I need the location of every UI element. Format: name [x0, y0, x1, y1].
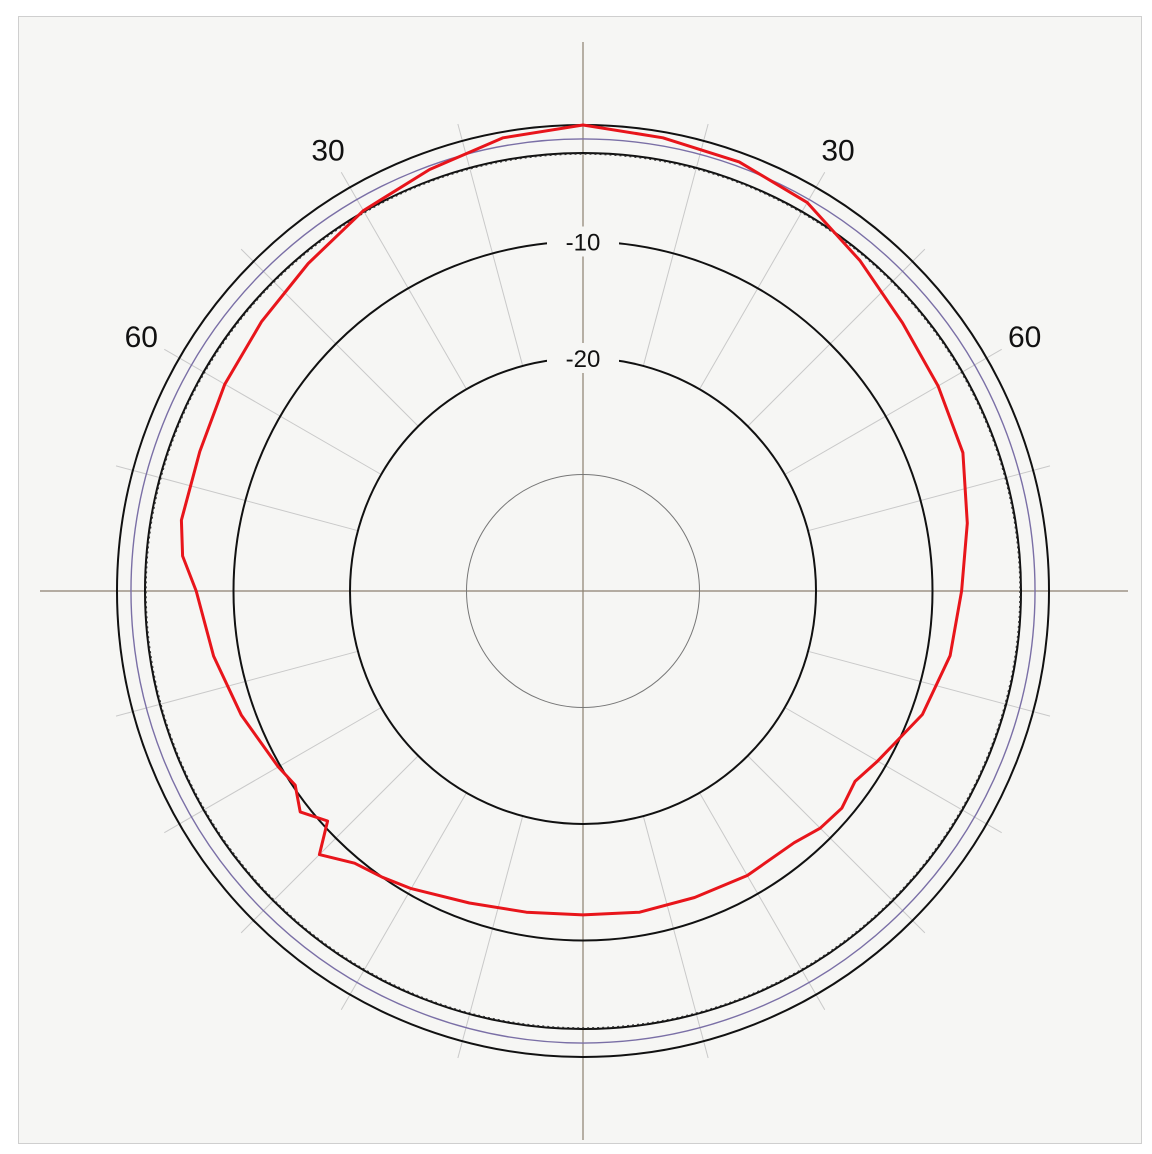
radial-spoke-line: [807, 650, 1051, 717]
radial-spoke-line: [784, 348, 1002, 475]
ring-0: [144, 152, 1022, 1030]
radial-spoke-line: [457, 123, 524, 367]
radial-spoke-line: [699, 172, 826, 390]
radial-spoke-line: [807, 465, 1051, 532]
radial-spoke-line: [747, 248, 926, 427]
radial-spoke-line: [642, 815, 709, 1059]
radial-spoke-line: [457, 815, 524, 1059]
ring-minus-30: [466, 474, 700, 708]
angle-labels: 30 30 60 60: [125, 134, 1042, 354]
ring-labels: -10 -20: [547, 226, 619, 373]
radial-spoke-line: [240, 755, 419, 934]
radial-spoke-line: [784, 707, 1002, 834]
ring-label: -20: [566, 346, 601, 373]
radial-spoke-line: [240, 248, 419, 427]
angle-tick-label: 30: [821, 134, 854, 167]
chart-frame: [18, 16, 1142, 1144]
ring-minus-2-5: [145, 153, 1021, 1029]
radial-spoke-line: [164, 707, 382, 834]
series-layer: [179, 123, 969, 917]
ring-label: -10: [566, 230, 601, 257]
polar-grid: [40, 42, 1128, 1140]
radial-spoke-line: [699, 792, 826, 1010]
radial-spoke-line: [115, 650, 359, 717]
ring-label-background: [547, 226, 619, 257]
ring-label-background: [547, 343, 619, 373]
angle-tick-label: 60: [125, 321, 158, 354]
angle-tick-label: 30: [311, 134, 344, 167]
radial-spoke-line: [340, 792, 467, 1010]
radial-spoke-line: [164, 348, 382, 475]
radial-spoke-line: [642, 123, 709, 367]
ring-minus-1-2: [130, 138, 1036, 1044]
radial-spoke-line: [340, 172, 467, 390]
series-line-0: [179, 123, 969, 917]
radial-spoke-line: [747, 755, 926, 934]
radial-spoke-line: [115, 465, 359, 532]
angle-tick-label: 60: [1008, 321, 1041, 354]
